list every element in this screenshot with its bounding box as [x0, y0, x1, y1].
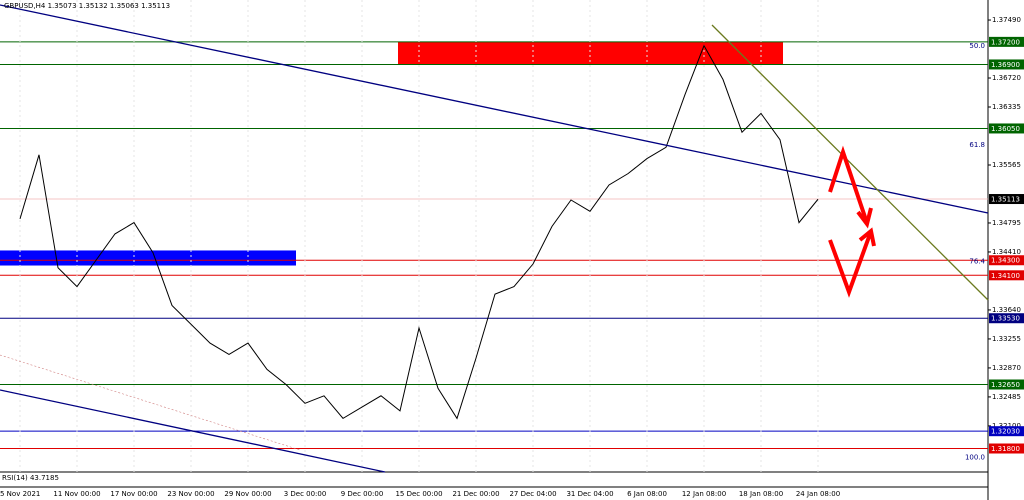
y-tick-label: 1.34795 [992, 219, 1021, 227]
y-tick-label: 1.32870 [992, 364, 1021, 372]
arrow-head [856, 207, 873, 229]
y-tick-label: 1.33640 [992, 306, 1021, 314]
y-tick-label: 1.36335 [992, 103, 1021, 111]
x-tick-label: 6 Jan 08:00 [627, 490, 667, 498]
x-tick-label: 18 Jan 08:00 [739, 490, 783, 498]
level-label: 1.32650 [991, 381, 1020, 389]
x-tick-label: 5 Nov 2021 [0, 490, 40, 498]
x-tick-label: 9 Dec 00:00 [341, 490, 384, 498]
chart-title: GBPUSD,H4 1.35073 1.35132 1.35063 1.3511… [4, 2, 170, 10]
level-label-box [989, 379, 1024, 390]
fib-label: 61.8 [969, 141, 985, 149]
trend-line [0, 389, 386, 473]
level-label-box [989, 194, 1024, 205]
level-label-box [989, 36, 1024, 47]
x-tick-label: 12 Jan 08:00 [682, 490, 726, 498]
level-label-box [989, 443, 1024, 454]
level-label: 1.33530 [991, 315, 1020, 323]
indicator-label: RSI(14) 43.7185 [2, 474, 59, 482]
y-tick-label: 1.33255 [992, 335, 1021, 343]
y-tick-label: 1.36720 [992, 74, 1021, 82]
fib-label: 50.0 [969, 42, 985, 50]
level-label-box [989, 123, 1024, 134]
level-label-box [989, 59, 1024, 70]
level-label: 1.35113 [991, 196, 1020, 204]
level-label: 1.34300 [991, 257, 1020, 265]
level-label: 1.36900 [991, 61, 1020, 69]
x-tick-label: 21 Dec 00:00 [452, 490, 499, 498]
fib-label: 100.0 [965, 453, 985, 461]
arrow [828, 233, 872, 298]
x-tick-label: 24 Jan 08:00 [796, 490, 840, 498]
level-label: 1.37200 [991, 38, 1020, 46]
level-label-box [989, 313, 1024, 324]
fib-label: 76.4 [969, 258, 985, 266]
x-tick-label: 11 Nov 00:00 [53, 490, 100, 498]
level-label-box [989, 255, 1024, 266]
y-tick-label: 1.35565 [992, 161, 1021, 169]
zone [0, 250, 296, 266]
x-tick-label: 27 Dec 04:00 [509, 490, 556, 498]
trend-line [0, 354, 301, 451]
level-label: 1.34100 [991, 272, 1020, 280]
level-label: 1.31800 [991, 445, 1020, 453]
level-label: 1.36050 [991, 125, 1020, 133]
x-tick-label: 31 Dec 04:00 [566, 490, 613, 498]
arrow [828, 145, 868, 221]
x-tick-label: 23 Nov 00:00 [167, 490, 214, 498]
zone [398, 41, 783, 65]
level-label-box [989, 426, 1024, 437]
x-tick-label: 3 Dec 00:00 [284, 490, 327, 498]
x-tick-label: 15 Dec 00:00 [395, 490, 442, 498]
y-tick-label: 1.32100 [992, 422, 1021, 430]
forecast-arrows [828, 145, 876, 298]
level-label-box [989, 270, 1024, 281]
trend-line [711, 24, 989, 301]
y-tick-label: 1.37490 [992, 16, 1021, 24]
y-tick-label: 1.34410 [992, 248, 1021, 256]
level-label: 1.32030 [991, 428, 1020, 436]
x-tick-label: 17 Nov 00:00 [110, 490, 157, 498]
x-tick-label: 29 Nov 00:00 [224, 490, 271, 498]
price-line [19, 44, 819, 420]
y-tick-label: 1.32485 [992, 393, 1021, 401]
trend-line [0, 4, 989, 214]
arrow-head [858, 227, 876, 247]
